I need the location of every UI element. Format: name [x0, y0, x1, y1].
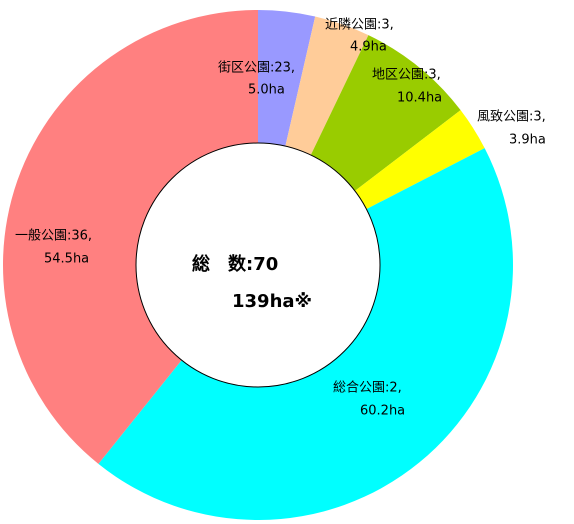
slice-label: 一般公園:36, — [15, 228, 92, 244]
value-label: 4.9ha — [350, 40, 387, 55]
value-label: 54.5ha — [44, 252, 89, 267]
center-label: 総 数:70 — [192, 253, 278, 275]
slice-label: 地区公園:3, — [372, 68, 441, 83]
value-label: 60.2ha — [360, 404, 405, 419]
slice — [3, 10, 259, 464]
slice — [310, 35, 461, 191]
slice — [98, 148, 513, 521]
slice-label: 街区公園:23, — [218, 61, 295, 76]
slice-label: 風致公園:3, — [477, 110, 546, 125]
value-label: 10.4ha — [397, 91, 442, 106]
center-label: 139ha※ — [232, 291, 312, 312]
slice — [354, 110, 485, 210]
slices — [3, 10, 513, 521]
donut-hole — [135, 142, 381, 388]
value-label: 5.0ha — [248, 83, 285, 98]
slice-label: 総合公園:2, — [333, 381, 402, 396]
slice — [258, 10, 316, 147]
slice-label: 近隣公園:3, — [325, 17, 394, 33]
value-label: 3.9ha — [509, 133, 546, 148]
slice — [285, 16, 369, 156]
